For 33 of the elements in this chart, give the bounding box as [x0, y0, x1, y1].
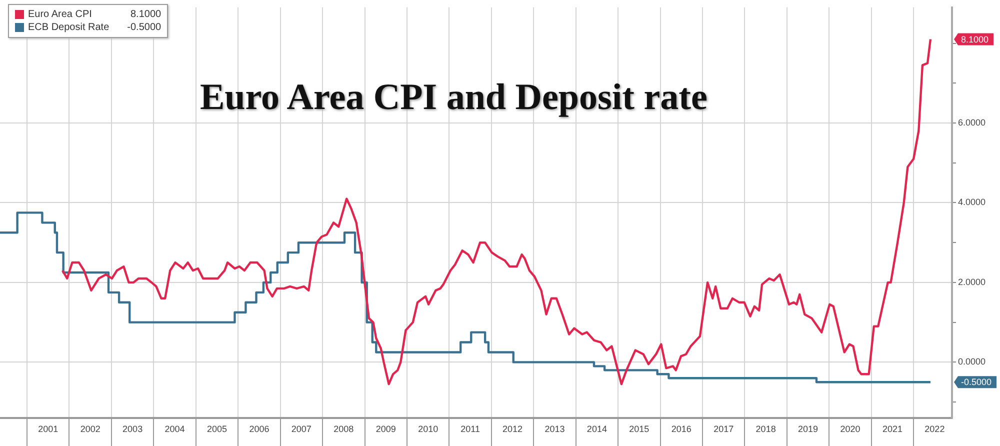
x-tick-label: 2010	[418, 424, 438, 434]
text: 8.1000	[961, 34, 989, 44]
x-tick-label: 2016	[671, 424, 692, 434]
annotation: 8.1000	[129, 8, 162, 21]
x-tick-label: 2005	[206, 424, 228, 434]
x-tick-label: 2007	[291, 424, 312, 434]
y-tick-label: 0.0000	[958, 356, 986, 367]
x-tick-label: 2015	[629, 424, 650, 434]
x-tick-label: 2002	[80, 424, 100, 434]
x-tick-label: 2021	[882, 424, 902, 434]
x-tick-label: 2011	[460, 424, 480, 434]
x-tick-label: 2008	[334, 424, 354, 434]
x-tick-label: 2012	[502, 424, 523, 434]
annotation: -0.5000	[126, 21, 162, 34]
x-tick-label: 2022	[924, 424, 945, 434]
text: Euro Area CPI and Deposit rate	[200, 76, 708, 119]
x-tick-label: 2004	[164, 424, 185, 434]
x-tick-label: 2018	[756, 424, 776, 434]
x-tick-label: 2019	[798, 424, 818, 434]
legend-label: Euro Area CPI	[28, 8, 92, 21]
y-tick-label: 6.0000	[958, 117, 986, 128]
x-tick-label: 2020	[840, 424, 860, 434]
y-tick-label: 2.0000	[958, 276, 986, 287]
x-tick-label: 2013	[544, 424, 565, 434]
x-tick-label: 2006	[249, 424, 270, 434]
x-tick-label: 2001	[38, 424, 58, 434]
legend-label: ECB Deposit Rate	[28, 21, 110, 34]
x-tick-label: 2009	[376, 424, 396, 434]
y-tick-label: 4.0000	[958, 197, 986, 208]
x-tick-label: 2014	[586, 424, 607, 434]
x-tick-label: 2003	[122, 424, 143, 434]
x-tick-label: 2017	[714, 424, 734, 434]
text: -0.5000	[961, 377, 992, 388]
